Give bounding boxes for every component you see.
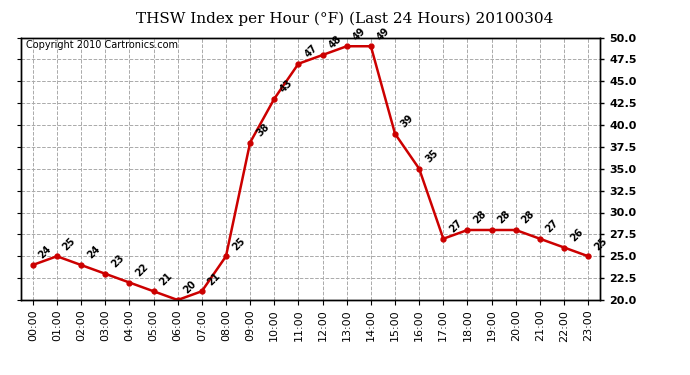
Text: 43: 43 bbox=[279, 78, 295, 94]
Text: 23: 23 bbox=[110, 253, 126, 270]
Text: 49: 49 bbox=[351, 26, 368, 42]
Text: THSW Index per Hour (°F) (Last 24 Hours) 20100304: THSW Index per Hour (°F) (Last 24 Hours)… bbox=[137, 11, 553, 26]
Text: Copyright 2010 Cartronics.com: Copyright 2010 Cartronics.com bbox=[26, 40, 179, 50]
Text: 22: 22 bbox=[134, 262, 150, 278]
Text: 47: 47 bbox=[303, 43, 319, 60]
Text: 38: 38 bbox=[255, 122, 271, 138]
Text: 21: 21 bbox=[158, 270, 175, 287]
Text: 27: 27 bbox=[544, 218, 561, 235]
Text: 28: 28 bbox=[472, 209, 489, 226]
Text: 20: 20 bbox=[182, 279, 199, 296]
Text: 25: 25 bbox=[230, 236, 247, 252]
Text: 25: 25 bbox=[593, 236, 609, 252]
Text: 49: 49 bbox=[375, 26, 392, 42]
Text: 28: 28 bbox=[520, 209, 537, 226]
Text: 28: 28 bbox=[496, 209, 513, 226]
Text: 21: 21 bbox=[206, 270, 223, 287]
Text: 26: 26 bbox=[569, 227, 585, 243]
Text: 39: 39 bbox=[400, 113, 416, 130]
Text: 48: 48 bbox=[327, 34, 344, 51]
Text: 35: 35 bbox=[424, 148, 440, 165]
Text: 25: 25 bbox=[61, 236, 78, 252]
Text: 24: 24 bbox=[37, 244, 54, 261]
Text: 24: 24 bbox=[86, 244, 102, 261]
Text: 27: 27 bbox=[448, 218, 464, 235]
